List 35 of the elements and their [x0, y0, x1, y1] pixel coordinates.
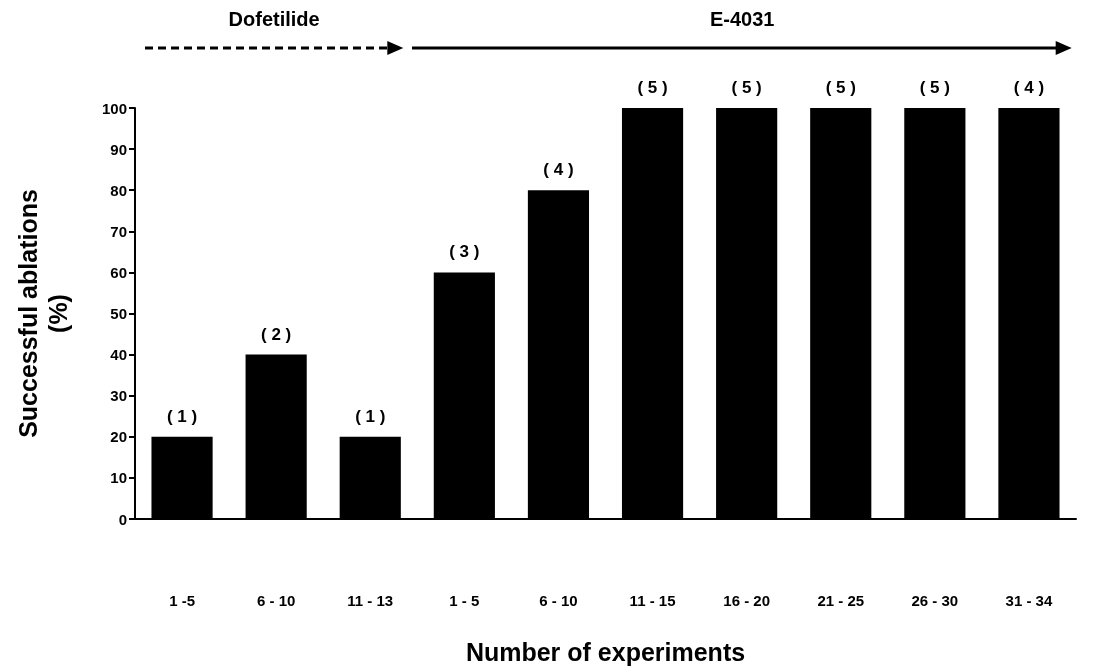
x-axis-title: Number of experiments: [465, 637, 746, 666]
text: Dofetilide: [228, 8, 320, 31]
y-tick-label: 50: [110, 305, 127, 322]
text: ( 5 ): [919, 78, 950, 97]
x-tick-label: 6 - 10: [256, 592, 296, 609]
text: ( 5 ): [731, 78, 762, 97]
x-tick-label: 1 - 5: [449, 592, 480, 609]
x-tick-label: 21 - 25: [817, 592, 865, 609]
y-tick-label: 70: [110, 222, 127, 240]
x-tick-label: 6 - 10: [539, 592, 578, 609]
y-tick-label: 90: [110, 140, 127, 158]
x-tick-label: 1 -5: [169, 592, 195, 609]
y-tick-label: 60: [110, 263, 127, 281]
annotation: ( 1 ): [166, 406, 198, 426]
annotation: ( 1 ): [355, 406, 386, 426]
x-tick-label: 26 - 30: [911, 592, 959, 609]
y-tick-label: 100: [101, 99, 127, 117]
text: E-4031: [709, 8, 775, 31]
y-tick-label: 10: [110, 469, 127, 487]
y-axis-title: Successful ablations (%): [14, 189, 72, 438]
x-tick-label: 11 - 15: [629, 592, 676, 609]
annotation: ( 4 ): [543, 160, 574, 180]
x-tick-label: 31 - 34: [1005, 592, 1053, 609]
text: ( 5 ): [825, 78, 856, 97]
y-tick-label: 30: [110, 387, 127, 405]
x-tick-label: 11 - 13: [347, 592, 394, 609]
annotation: ( 2 ): [261, 324, 292, 344]
annotation: ( 3 ): [449, 242, 480, 262]
x-tick-label: 16 - 20: [723, 592, 770, 609]
y-tick-label: 20: [110, 428, 127, 446]
y-tick-label: 40: [110, 346, 127, 364]
y-tick-label: 80: [110, 181, 127, 199]
text: ( 5 ): [637, 78, 668, 97]
y-tick-label: 0: [118, 510, 127, 528]
text: ( 4 ): [1013, 78, 1045, 97]
